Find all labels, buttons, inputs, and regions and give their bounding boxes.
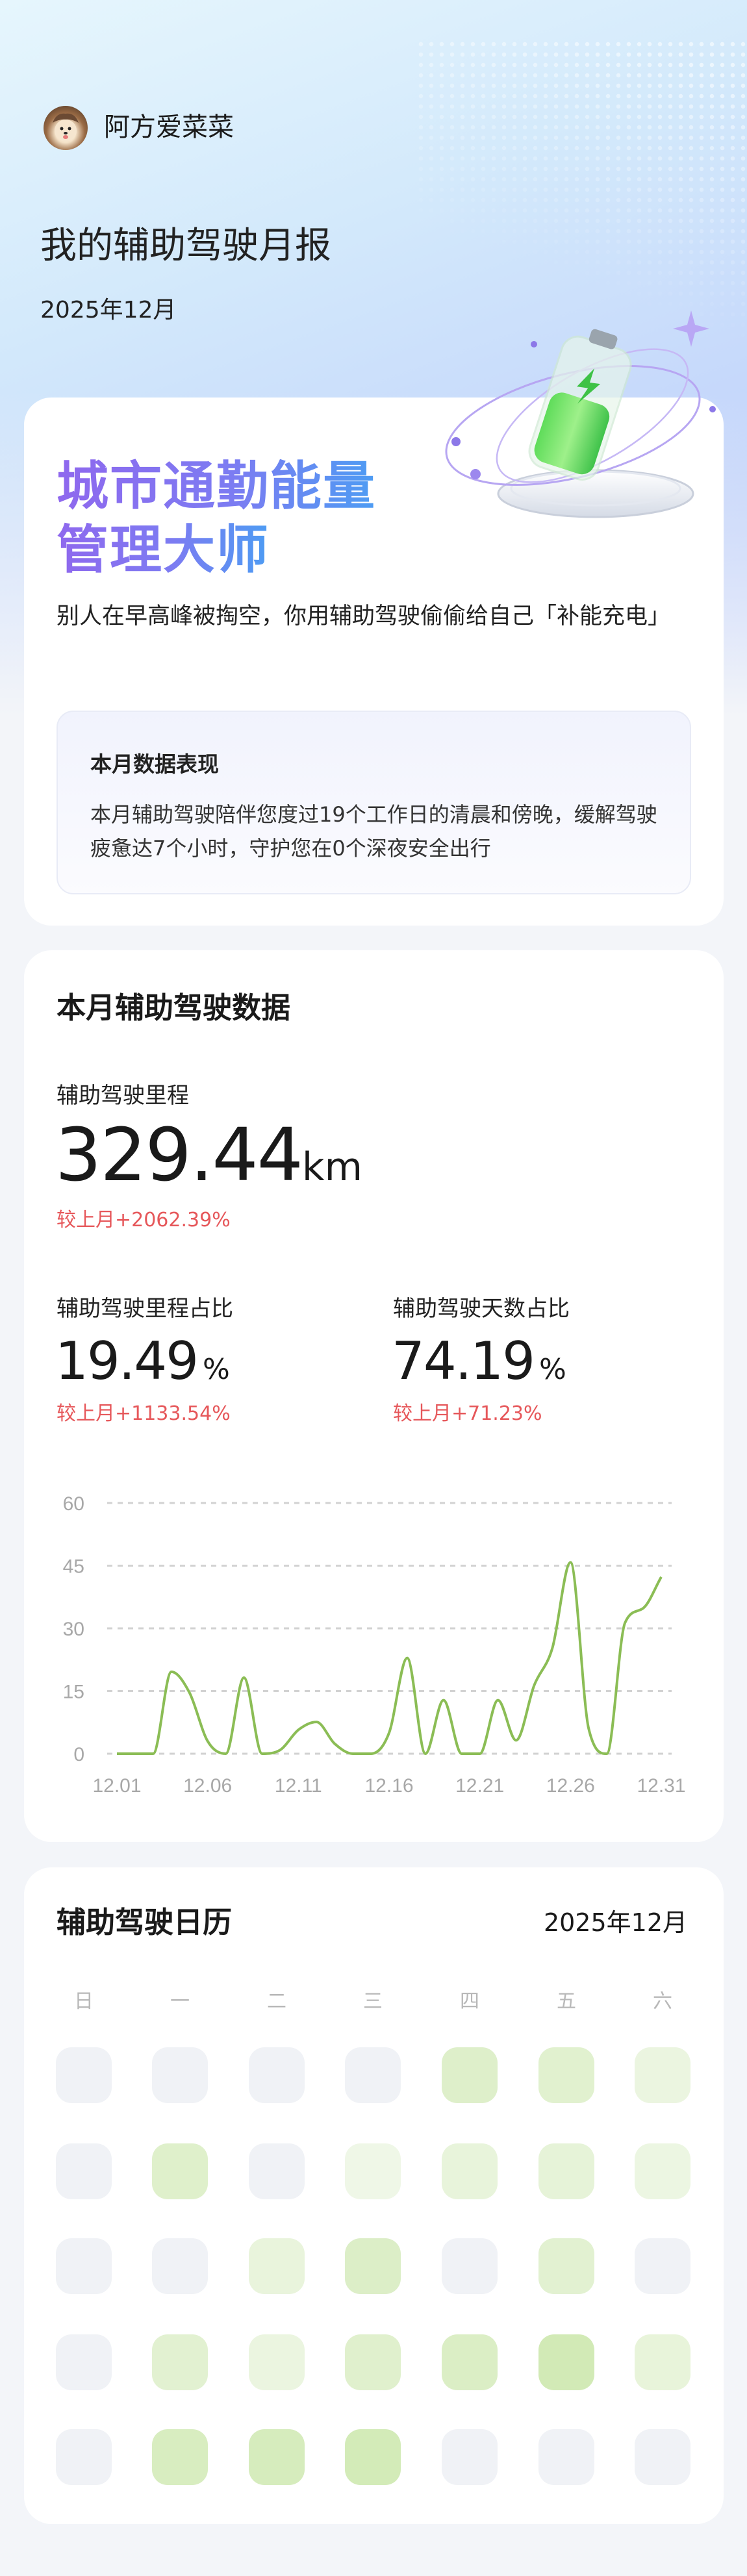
- distance-ratio-value: 19.49%: [55, 1332, 230, 1399]
- weekday-label: 五: [557, 1990, 576, 2013]
- achievement-title-line1: 城市通勤能量: [57, 455, 376, 518]
- calendar-day-cell[interactable]: [249, 2429, 305, 2485]
- daily-distance-line-chart: 0 15 30 45 60 12.01 12.06 12.11 12.16 12.21 12.26 1…: [63, 1493, 686, 1797]
- performance-heading: 本月数据表现: [90, 751, 219, 777]
- distance-ratio-number: 19.49: [55, 1331, 199, 1391]
- x-tick-label: 12.16: [364, 1775, 413, 1797]
- weekday-label: 日: [74, 1990, 94, 2013]
- achievement-subtitle: 别人在早高峰被掏空，你用辅助驾驶偷偷给自己「补能充电」: [57, 603, 671, 629]
- distance-value: 329.44km: [55, 1117, 362, 1206]
- x-tick-label: 12.21: [455, 1775, 504, 1797]
- calendar-day-cell[interactable]: [345, 2047, 401, 2103]
- weekday-label: 二: [267, 1990, 286, 2013]
- calendar-day-cell[interactable]: [152, 2429, 208, 2485]
- calendar-day-cell[interactable]: [538, 2238, 594, 2294]
- weekday-label: 一: [170, 1990, 190, 2013]
- stats-title: 本月辅助驾驶数据: [57, 991, 291, 1025]
- header-dot-pattern: [416, 39, 747, 364]
- calendar-day-cell[interactable]: [249, 2238, 305, 2294]
- performance-body: 本月辅助驾驶陪伴您度过19个工作日的清晨和傍晚，缓解驾驶疲惫达7个小时，守护您在…: [90, 802, 657, 861]
- calendar-day-cell[interactable]: [635, 2047, 690, 2103]
- calendar-day-cell[interactable]: [56, 2429, 112, 2485]
- calendar-day-cell[interactable]: [249, 2334, 305, 2390]
- x-tick-label: 12.11: [275, 1775, 322, 1797]
- performance-box: 本月数据表现 本月辅助驾驶陪伴您度过19个工作日的清晨和傍晚，缓解驾驶疲惫达7个…: [57, 711, 691, 894]
- report-month: 2025年12月: [40, 297, 177, 323]
- y-tick-label: 15: [63, 1682, 84, 1703]
- calendar-day-cell[interactable]: [152, 2334, 208, 2390]
- calendar-day-cell[interactable]: [345, 2429, 401, 2485]
- y-tick-label: 45: [63, 1556, 84, 1578]
- calendar-day-cell[interactable]: [249, 2143, 305, 2199]
- page-title: 我的辅助驾驶月报: [40, 225, 331, 267]
- calendar-day-cell[interactable]: [538, 2334, 594, 2390]
- distance-change: 较上月+2062.39%: [57, 1209, 231, 1231]
- username: 阿方爱菜菜: [104, 112, 234, 142]
- calendar-day-cell[interactable]: [538, 2429, 594, 2485]
- days-ratio-change: 较上月+71.23%: [393, 1402, 542, 1425]
- calendar-day-cell[interactable]: [56, 2143, 112, 2199]
- days-ratio-number: 74.19: [392, 1331, 535, 1391]
- battery-illustration-icon: [445, 310, 716, 518]
- weekday-label: 四: [460, 1990, 479, 2013]
- weekday-label: 六: [653, 1990, 672, 2013]
- calendar-day-cell[interactable]: [442, 2334, 498, 2390]
- calendar-day-cell[interactable]: [345, 2238, 401, 2294]
- distance-ratio-change: 较上月+1133.54%: [57, 1402, 231, 1425]
- calendar-card: 辅助驾驶日历 2025年12月 日 一 二 三 四 五 六: [24, 1867, 724, 2524]
- calendar-day-cell[interactable]: [56, 2334, 112, 2390]
- calendar-day-cell[interactable]: [442, 2238, 498, 2294]
- calendar-day-cell[interactable]: [152, 2238, 208, 2294]
- calendar-day-cell[interactable]: [635, 2334, 690, 2390]
- x-tick-label: 12.31: [637, 1775, 685, 1797]
- calendar-day-cell[interactable]: [152, 2047, 208, 2103]
- calendar-day-cell[interactable]: [345, 2334, 401, 2390]
- x-tick-label: 12.01: [92, 1775, 141, 1797]
- days-ratio-label: 辅助驾驶天数占比: [393, 1296, 570, 1322]
- calendar-day-cell[interactable]: [152, 2143, 208, 2199]
- distance-ratio-label: 辅助驾驶里程占比: [57, 1296, 233, 1322]
- distance-label: 辅助驾驶里程: [57, 1083, 189, 1109]
- calendar-day-cell[interactable]: [345, 2143, 401, 2199]
- weekday-label: 三: [363, 1990, 383, 2013]
- calendar-day-cell[interactable]: [56, 2238, 112, 2294]
- calendar-month[interactable]: 2025年12月: [543, 1908, 687, 1937]
- days-ratio-value: 74.19%: [392, 1332, 566, 1399]
- calendar-day-cell[interactable]: [635, 2429, 690, 2485]
- calendar-day-cell[interactable]: [442, 2143, 498, 2199]
- stats-card: 本月辅助驾驶数据 辅助驾驶里程 329.44km 较上月+2062.39% 辅助…: [24, 950, 724, 1842]
- calendar-day-cell[interactable]: [635, 2238, 690, 2294]
- achievement-title-line2: 管理大师: [57, 518, 270, 582]
- distance-unit: km: [301, 1144, 363, 1190]
- distance-series-line: [117, 1561, 663, 1755]
- calendar-day-cell[interactable]: [56, 2047, 112, 2103]
- distance-ratio-unit: %: [203, 1353, 230, 1386]
- calendar-day-cell[interactable]: [635, 2143, 690, 2199]
- avatar[interactable]: [44, 106, 88, 150]
- calendar-title: 辅助驾驶日历: [57, 1905, 233, 1939]
- calendar-day-cell[interactable]: [538, 2047, 594, 2103]
- y-tick-label: 30: [63, 1619, 84, 1640]
- days-ratio-unit: %: [539, 1353, 566, 1386]
- x-tick-label: 12.26: [546, 1775, 595, 1797]
- dog-avatar-icon: [53, 113, 79, 142]
- x-tick-label: 12.06: [183, 1775, 232, 1797]
- calendar-day-cell[interactable]: [442, 2047, 498, 2103]
- y-tick-label: 60: [63, 1493, 84, 1515]
- calendar-day-cell[interactable]: [442, 2429, 498, 2485]
- calendar-day-cell[interactable]: [249, 2047, 305, 2103]
- distance-number: 329.44: [55, 1113, 303, 1198]
- calendar-day-cell[interactable]: [538, 2143, 594, 2199]
- y-tick-label: 0: [73, 1744, 84, 1765]
